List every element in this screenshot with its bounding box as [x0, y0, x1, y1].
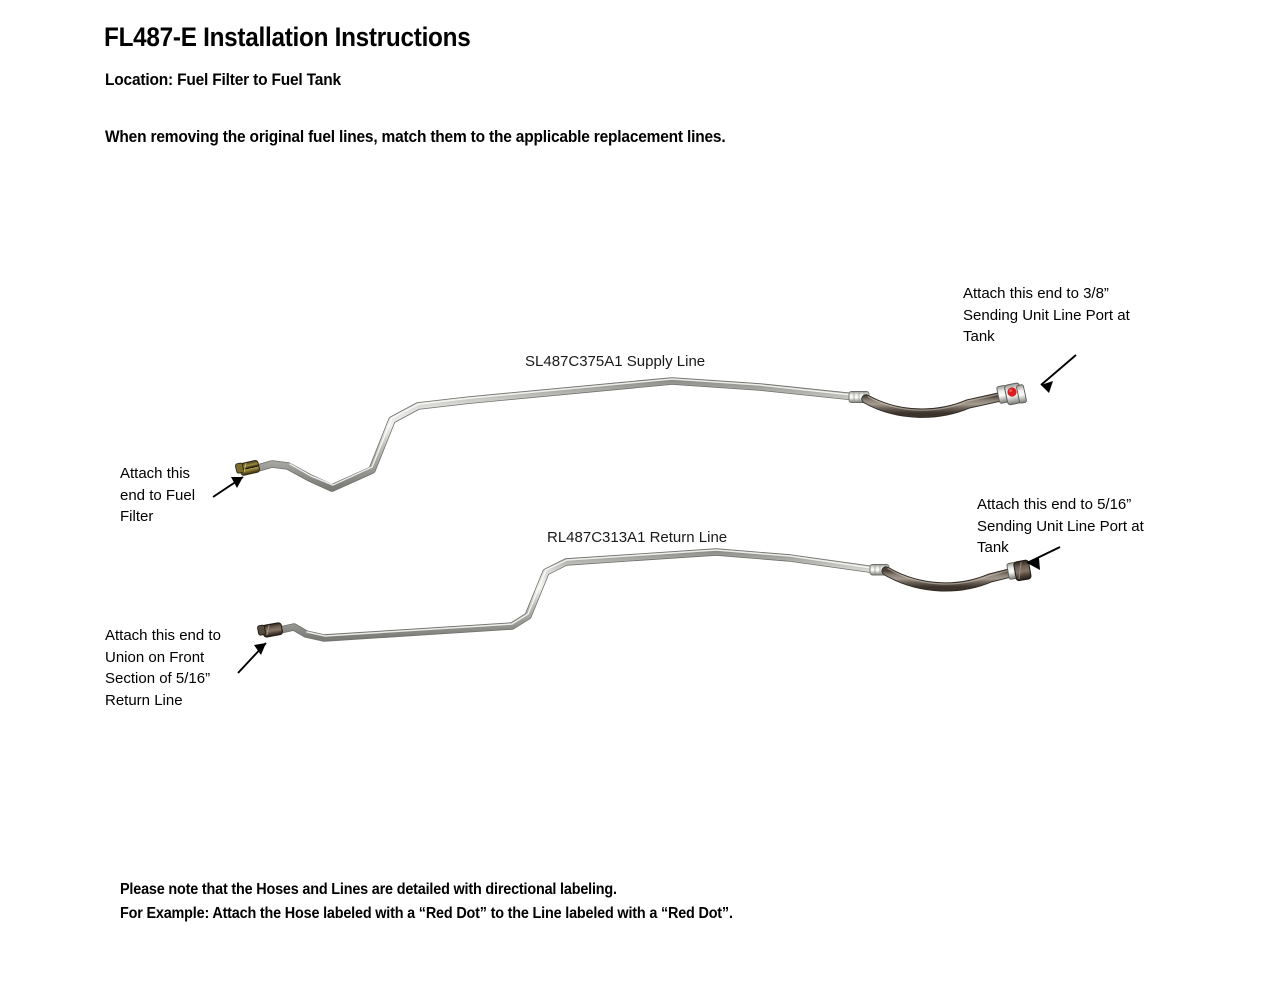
- supply-hose-highlight: [867, 392, 1003, 411]
- return-hose-outline: [881, 566, 1019, 592]
- supply-line-part-label: SL487C375A1 Supply Line: [525, 353, 706, 370]
- callout-return-left-line3: Section of 5/16”: [105, 670, 211, 687]
- page-title: FL487-E Installation Instructions: [104, 22, 471, 52]
- arrow-supply-left: [212, 476, 244, 498]
- arrow-return-left: [237, 642, 267, 674]
- callout-return-left-line2: Union on Front: [105, 648, 205, 666]
- supply-hose-outline: [861, 391, 1009, 418]
- callout-supply-right: Attach this end to 3/8” Sending Unit Lin…: [963, 283, 1130, 348]
- return-tube-highlight: [306, 549, 873, 637]
- supply-line-assembly: [235, 377, 1027, 492]
- supply-tube-outline: [254, 377, 860, 492]
- return-line-part-label: RL487C313A1 Return Line: [547, 529, 728, 546]
- supply-red-dot-marker: [1007, 387, 1017, 397]
- supply-crimp-collar: [848, 391, 870, 403]
- callout-supply-right-line3: Tank: [963, 328, 995, 345]
- callout-return-right-line1: Attach this end to 5/16”: [977, 496, 1132, 513]
- callout-return-left-line1: Attach this end to: [105, 627, 221, 644]
- callout-return-left-line4: Return Line: [105, 691, 183, 709]
- location-subtitle: Location: Fuel Filter to Fuel Tank: [105, 70, 341, 89]
- return-hose: [882, 567, 1018, 591]
- callout-return-right: Attach this end to 5/16” Sending Unit Li…: [977, 494, 1144, 559]
- footer-line1: Please note that the Hoses and Lines are…: [120, 881, 617, 898]
- return-hose-highlight: [887, 567, 1013, 585]
- callout-supply-right-line1: Attach this end to 3/8”: [963, 285, 1109, 302]
- supply-left-end-fitting: [235, 460, 260, 476]
- arrow-supply-right: [1040, 354, 1077, 393]
- supply-hose: [862, 392, 1008, 417]
- return-right-end-fitting: [1006, 559, 1032, 582]
- callout-return-left: Attach this end to Union on Front Sectio…: [105, 625, 221, 711]
- return-crimp-collar: [869, 564, 890, 576]
- footer-line2: For Example: Attach the Hose labeled wit…: [120, 905, 733, 922]
- callout-supply-right-line2: Sending Unit Line Port at: [963, 306, 1130, 324]
- callout-return-right-line3: Tank: [977, 539, 1009, 556]
- instruction-note: When removing the original fuel lines, m…: [105, 127, 726, 146]
- callout-supply-left-line3: Filter: [120, 508, 154, 525]
- supply-tube-highlight: [289, 378, 853, 486]
- callout-supply-left-line2: end to Fuel: [120, 486, 196, 504]
- return-steel-tube: [277, 549, 879, 641]
- callout-supply-left-line1: Attach this: [120, 465, 191, 482]
- return-tube-outline: [276, 548, 880, 642]
- supply-right-end-fitting: [996, 382, 1027, 406]
- supply-steel-tube: [255, 378, 859, 491]
- return-line-assembly: [257, 548, 1032, 642]
- callout-return-right-line2: Sending Unit Line Port at: [977, 517, 1144, 535]
- return-left-end-fitting: [257, 622, 283, 638]
- callout-supply-left: Attach this end to Fuel Filter: [120, 463, 195, 528]
- footer-note: Please note that the Hoses and Lines are…: [120, 878, 733, 926]
